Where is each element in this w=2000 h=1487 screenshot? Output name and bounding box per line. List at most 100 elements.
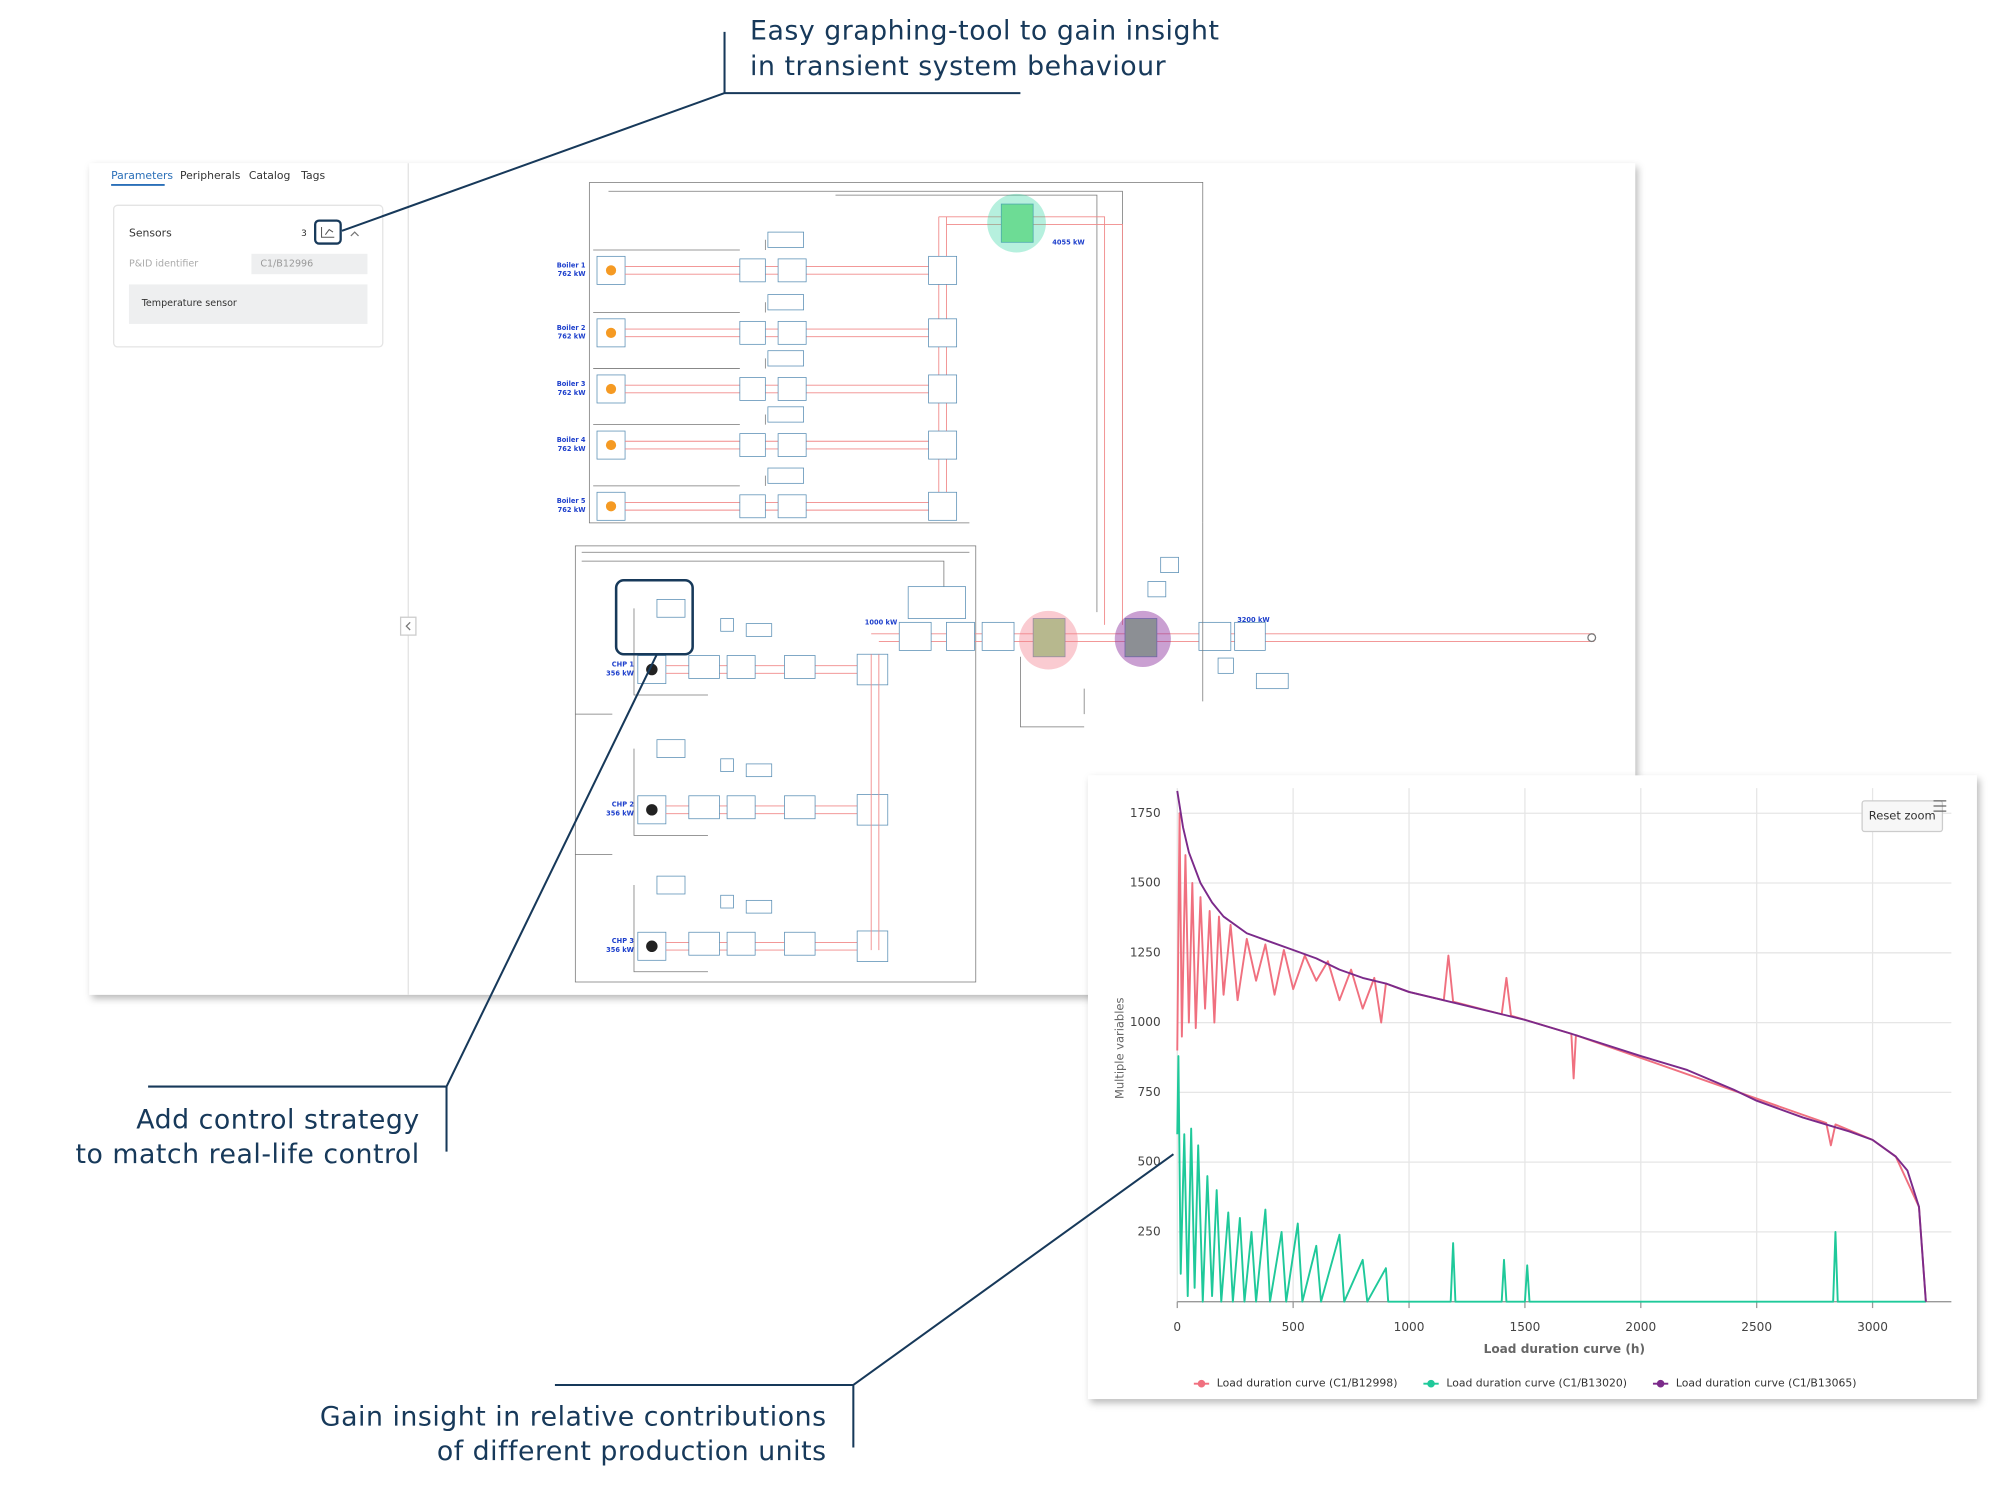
component (928, 318, 958, 348)
component (745, 763, 773, 778)
legend-label: Load duration curve (C1/B13065) (1676, 1377, 1857, 1390)
component (1147, 581, 1167, 598)
y-tick-label: 250 (1138, 1224, 1161, 1238)
component (739, 494, 766, 519)
component (767, 294, 804, 311)
component (777, 320, 807, 345)
x-tick-label: 2000 (1625, 1320, 1656, 1334)
collapse-arrow (405, 621, 411, 631)
annotation-leader (341, 31, 1021, 232)
unit-label: CHP 1 (612, 660, 635, 668)
unit-label: 356 kW (606, 810, 635, 818)
component (745, 623, 773, 637)
pipe (593, 302, 766, 313)
x-tick-label: 0 (1173, 1320, 1181, 1334)
component (907, 586, 966, 619)
component (656, 875, 686, 895)
tab[interactable]: Peripherals (180, 169, 241, 182)
component (928, 430, 958, 460)
unit-label: 1000 kW (865, 618, 898, 626)
component (745, 899, 773, 914)
y-axis-title: Multiple variables (1112, 998, 1126, 1099)
component (928, 255, 958, 285)
component (777, 494, 807, 519)
component (688, 655, 720, 679)
pipe (593, 414, 766, 426)
flame (605, 327, 617, 338)
menu-icon[interactable] (1933, 800, 1947, 812)
component (688, 931, 720, 956)
component (767, 350, 804, 367)
component (946, 621, 975, 651)
flame (605, 383, 617, 395)
annotation: Gain insight in relative contributions (320, 1402, 827, 1433)
component (739, 377, 766, 401)
y-tick-label: 1000 (1130, 1015, 1161, 1029)
component (739, 258, 766, 283)
reset-zoom-button[interactable] (1861, 800, 1944, 833)
component (981, 621, 1015, 651)
pipe (593, 358, 766, 369)
component (856, 930, 889, 962)
count: 3 (301, 229, 307, 239)
collapse-button[interactable] (399, 616, 417, 636)
unit-label: 762 kW (558, 445, 587, 453)
sensor-name: Temperature sensor (141, 298, 237, 309)
tab[interactable]: Tags (300, 169, 325, 182)
unit-label: 356 kW (606, 946, 635, 954)
series-line (1176, 1055, 1926, 1303)
chart: 250 500 750 1000 1250 1500 1750 0 500 1000 1500 200… (1112, 788, 1952, 1390)
component (784, 795, 816, 820)
collapse-icon[interactable] (350, 231, 359, 237)
y-tick-label: 750 (1138, 1085, 1161, 1099)
component (688, 795, 720, 820)
field-input[interactable] (251, 253, 368, 275)
section-title: Sensors (129, 226, 172, 239)
component (777, 258, 807, 283)
y-tick-label: 1250 (1130, 945, 1161, 959)
sensor-item[interactable] (128, 284, 368, 324)
pipe (938, 216, 1123, 625)
legend-label: Load duration curve (C1/B13020) (1446, 1377, 1627, 1390)
y-tick-label: 500 (1138, 1155, 1161, 1169)
tab[interactable]: Parameters (111, 169, 173, 182)
unit-label: 762 kW (558, 270, 587, 278)
component (1160, 556, 1179, 573)
flame (605, 501, 617, 512)
component (1198, 621, 1232, 651)
field-label: P&ID identifier (129, 258, 198, 269)
component (898, 621, 932, 651)
tab[interactable]: Catalog (249, 169, 291, 182)
legend-marker (1197, 1379, 1206, 1388)
pipe (625, 440, 929, 450)
pipe (870, 633, 1595, 951)
x-axis-title: Load duration curve (h) (1484, 1342, 1645, 1356)
component (928, 491, 958, 521)
series-line (1176, 790, 1927, 1302)
chart-panel (1087, 775, 1977, 1400)
component (656, 739, 686, 758)
component (739, 320, 766, 345)
pipe (633, 608, 708, 696)
engine (646, 804, 658, 816)
component (726, 795, 756, 820)
flame (605, 265, 617, 276)
annotation: in transient system behaviour (750, 51, 1166, 82)
component (777, 377, 807, 401)
component (767, 406, 804, 423)
annotations: Easy graphing-tool to gain insight in tr… (76, 15, 1219, 1467)
unit-label: Boiler 5 (557, 497, 586, 505)
pipe (575, 713, 613, 855)
component (596, 318, 626, 348)
component (720, 758, 734, 772)
x-tick-label: 2500 (1741, 1320, 1772, 1334)
annotation: Easy graphing-tool to gain insight (750, 15, 1219, 46)
pipe (1020, 522, 1204, 728)
legend-marker (1656, 1379, 1665, 1388)
annotation: to match real-life control (76, 1139, 420, 1170)
y-tick-label: 1500 (1130, 876, 1161, 890)
pipe (593, 475, 766, 487)
annotation: of different production units (437, 1436, 827, 1467)
